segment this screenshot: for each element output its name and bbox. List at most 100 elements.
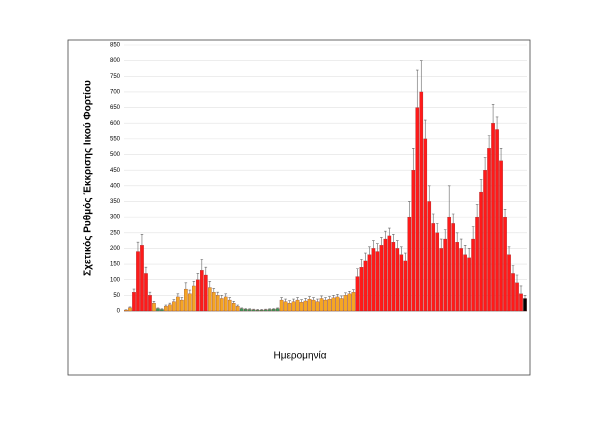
error-bar [324,297,327,301]
error-bar [152,300,156,304]
error-bar [515,274,519,283]
bar [196,279,200,312]
y-tick-label: 400 [110,183,121,189]
y-tick-label: 800 [110,58,121,64]
error-bar [471,226,475,240]
bar [447,216,451,312]
error-bar [280,297,283,301]
bar [287,303,292,312]
error-bar [447,185,451,218]
bar [160,309,164,312]
bar [335,296,340,312]
error-bar [228,297,232,301]
bar [152,303,156,312]
bar [479,191,483,312]
error-bar [396,240,399,249]
error-bar [495,116,499,130]
error-bar [172,299,176,302]
bar [156,308,160,312]
bar [128,307,132,312]
error-bar [140,234,144,246]
error-bar [487,135,491,149]
bar [140,245,144,312]
error-bar [431,213,435,224]
bar [164,306,168,312]
bar [136,251,140,312]
bar [295,299,300,312]
bar [443,238,448,312]
chart-frame [67,39,531,376]
error-bar [368,246,371,255]
bar [144,273,148,312]
bar [291,301,296,312]
error-bar [188,289,192,294]
bar [315,301,320,312]
bar [507,254,511,312]
error-bar [132,288,136,293]
bar [251,309,256,312]
bar [203,274,208,312]
bar [499,160,503,312]
bar [235,306,240,312]
y-tick-label: 250 [110,230,121,236]
bar [283,301,288,312]
error-bar [507,246,511,255]
error-bar [236,304,240,307]
bar [503,216,507,312]
error-bar [411,147,415,171]
y-tick-label: 200 [110,246,121,252]
y-axis-label: Σχετικός Ρυθμός Έκκρισης Ιικού Φορτίου [83,80,94,276]
bar [259,309,264,312]
y-tick-label: 50 [113,293,120,299]
bar [299,302,304,312]
bar [307,298,312,312]
bar [211,292,216,312]
y-tick-label: 300 [110,215,121,221]
bar [451,223,455,312]
error-bar [304,298,307,301]
bar [403,260,408,312]
error-bar [344,292,347,296]
y-tick-label: 550 [110,136,121,142]
error-bar [404,252,407,261]
bar [188,293,192,312]
error-bar [340,295,343,299]
bar [192,285,196,312]
bar [231,303,236,312]
bar [363,260,368,312]
bar [148,295,152,312]
bar [375,251,380,312]
error-bar [272,308,275,310]
bar [419,91,424,312]
error-bar [360,259,363,268]
error-bar [372,240,375,249]
bar [303,300,308,312]
error-bar [336,294,339,297]
error-bar [196,273,200,280]
bar [200,270,204,312]
error-bar [268,308,271,310]
bar [519,293,523,312]
bar [359,267,364,312]
error-bar [523,295,527,299]
error-bar [511,265,515,274]
bar [168,304,172,312]
error-bar [439,238,443,249]
error-bar [348,290,351,294]
bar [339,298,344,312]
bar [415,107,420,312]
error-bar [328,296,331,300]
error-bar [451,213,455,224]
error-bar [388,227,391,236]
y-tick-label: 350 [110,199,121,205]
bar [176,296,180,312]
y-tick-label: 150 [110,262,121,268]
error-bar [364,252,367,261]
bar [355,276,360,312]
bar [395,248,400,312]
error-bar [160,308,164,310]
y-tick-label: 500 [110,152,121,158]
error-bar [459,238,463,249]
error-bar [491,104,495,124]
error-bar [443,229,447,240]
